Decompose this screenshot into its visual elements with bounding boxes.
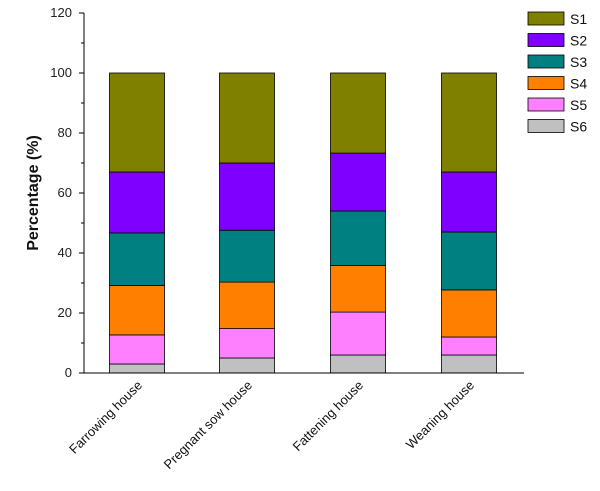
legend-swatch-s4 bbox=[527, 76, 565, 90]
bar-segment-s3 bbox=[109, 232, 165, 286]
bar-segment-s3 bbox=[219, 229, 275, 283]
bar-segment-s2 bbox=[219, 162, 275, 231]
y-axis-title: Percentage (%) bbox=[25, 135, 42, 251]
bar-segment-s6 bbox=[330, 354, 386, 374]
legend-swatch-s1 bbox=[527, 11, 565, 26]
plot-area bbox=[109, 72, 497, 374]
y-tick-label: 80 bbox=[58, 125, 72, 140]
bar-segment-s3 bbox=[330, 210, 386, 266]
bar-segment-s4 bbox=[330, 265, 386, 313]
bar-segment-s4 bbox=[441, 289, 497, 338]
x-axis-category-labels: Farrowing house Pregnant sow house Fatteni… bbox=[66, 378, 477, 472]
x-category-label: Farrowing house bbox=[66, 378, 145, 457]
bar-segment-s1 bbox=[330, 72, 386, 154]
bar-segment-s6 bbox=[441, 354, 497, 374]
bar-segment-s3 bbox=[441, 231, 497, 291]
y-tick-label: 60 bbox=[58, 185, 72, 200]
legend-swatch-s6 bbox=[527, 119, 565, 133]
bar-segment-s6 bbox=[109, 363, 165, 374]
legend-swatch-s3 bbox=[527, 54, 565, 69]
legend-label: S6 bbox=[570, 119, 587, 135]
bar-segment-s5 bbox=[330, 311, 386, 356]
x-category-label: Fattening house bbox=[290, 378, 367, 455]
bar-segment-s4 bbox=[219, 281, 275, 330]
bar-segment-s2 bbox=[330, 152, 386, 212]
legend: S1 S2 S3 S4 S5 S6 bbox=[527, 11, 587, 135]
legend-label: S5 bbox=[570, 97, 587, 113]
bar-segment-s6 bbox=[219, 357, 275, 374]
legend-swatch-s5 bbox=[527, 97, 565, 112]
bar-segment-s5 bbox=[109, 334, 165, 365]
legend-label: S4 bbox=[570, 76, 587, 92]
x-category-label: Weaning house bbox=[403, 378, 477, 452]
legend-label: S3 bbox=[570, 54, 587, 70]
legend-label: S1 bbox=[570, 11, 587, 27]
y-tick-label: 0 bbox=[65, 365, 72, 380]
legend-label: S2 bbox=[570, 33, 587, 49]
x-category-label: Pregnant sow house bbox=[161, 378, 255, 472]
y-tick-label: 120 bbox=[50, 5, 72, 20]
y-tick-label: 20 bbox=[58, 305, 72, 320]
bar-segment-s4 bbox=[109, 284, 165, 336]
bar-segment-s1 bbox=[441, 72, 497, 173]
bar-segment-s1 bbox=[219, 72, 275, 164]
bar-segment-s5 bbox=[219, 328, 275, 359]
bar-segment-s2 bbox=[441, 171, 497, 233]
y-axis-ticks: 0 20 40 60 80 100 120 bbox=[50, 5, 84, 380]
y-tick-label: 40 bbox=[58, 245, 72, 260]
bar-segment-s2 bbox=[109, 171, 165, 234]
y-tick-label: 100 bbox=[50, 65, 72, 80]
legend-swatch-s2 bbox=[527, 33, 565, 47]
bar-segment-s5 bbox=[441, 336, 497, 356]
bar-segment-s1 bbox=[109, 72, 165, 173]
